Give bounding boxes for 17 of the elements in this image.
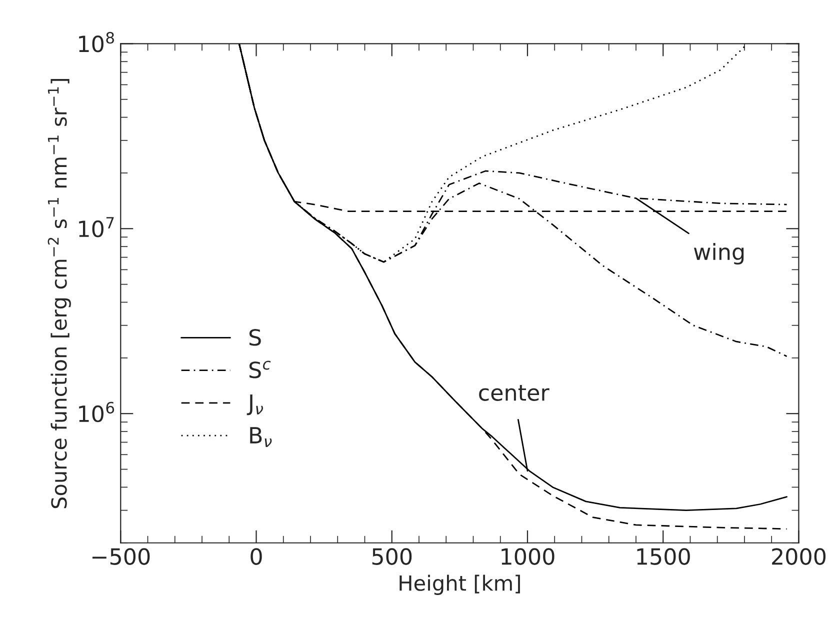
- annotation: center: [479, 385, 550, 401]
- x-tick-label: −500: [92, 548, 150, 565]
- x-axis-title: Height [km]: [400, 574, 520, 595]
- legend-label: S$^{c}$: [249, 360, 271, 378]
- y-tick-label: 10$^{6}$: [79, 402, 114, 422]
- legend-label: S: [249, 328, 261, 346]
- legend-label: B$_{ν}$: [250, 427, 272, 448]
- x-tick-label: 2000: [772, 548, 826, 565]
- legend-label: J$_{ν}$: [246, 394, 263, 416]
- annotation: wing: [694, 243, 744, 265]
- y-tick-label: 10$^{8}$: [79, 32, 114, 52]
- x-tick-label: 1500: [637, 548, 690, 565]
- x-tick-label: 1000: [502, 548, 554, 565]
- text: Source function [erg cm$^{−2}$ s$^{−1}$ nm$^{−1}$ sr$^{−1}$]: [48, 79, 71, 508]
- y-tick-label: 10$^{7}$: [79, 217, 114, 238]
- x-tick-label: 0: [250, 548, 262, 565]
- x-tick-label: 500: [372, 548, 412, 565]
